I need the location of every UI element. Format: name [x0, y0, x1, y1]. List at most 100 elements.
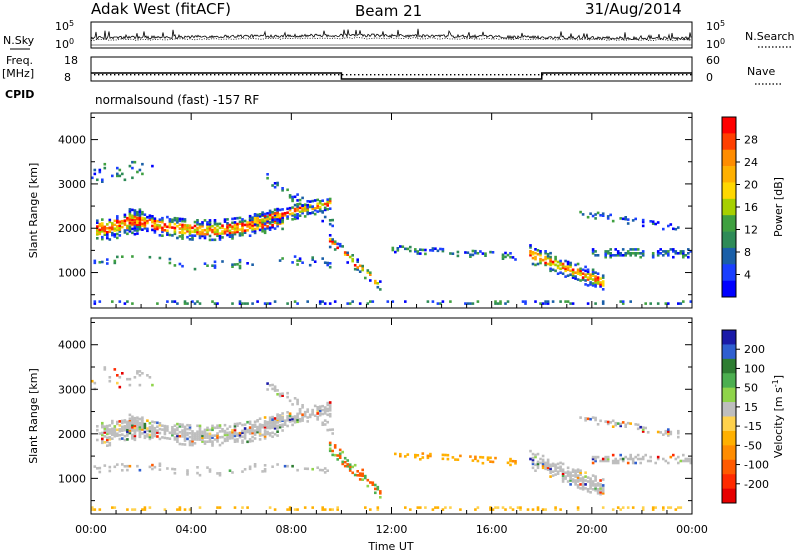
data-cell	[213, 226, 217, 230]
data-cell	[148, 427, 152, 431]
data-cell	[103, 425, 107, 428]
data-cell	[181, 425, 184, 428]
data-cell	[524, 302, 527, 305]
data-cell	[386, 300, 390, 303]
data-cell	[271, 387, 274, 391]
data-cell	[183, 443, 187, 446]
data-cell	[251, 226, 254, 229]
data-cell	[634, 461, 637, 465]
data-cell	[128, 212, 132, 215]
velocity-colorbar-tick-label: -100	[744, 459, 769, 472]
data-cell	[594, 477, 597, 480]
data-cell	[168, 222, 172, 225]
data-cell	[266, 430, 269, 434]
data-cell	[581, 480, 585, 483]
data-cell	[108, 376, 112, 379]
data-cell	[158, 427, 162, 431]
data-cell	[133, 430, 137, 433]
data-cell	[541, 466, 545, 470]
data-cell	[609, 248, 612, 251]
data-cell	[241, 439, 244, 442]
data-cell	[496, 302, 500, 305]
data-cell	[591, 474, 595, 477]
data-cell	[286, 464, 289, 468]
data-cell	[586, 490, 590, 493]
data-cell	[196, 430, 199, 433]
data-cell	[298, 198, 302, 202]
data-cell	[554, 473, 557, 476]
data-cell	[301, 404, 304, 407]
data-cell	[206, 230, 209, 234]
data-cell	[609, 255, 612, 259]
data-cell	[531, 462, 535, 466]
data-cell	[566, 300, 570, 303]
data-cell	[181, 435, 184, 438]
data-cell	[131, 425, 134, 429]
data-cell	[546, 458, 550, 462]
data-cell	[148, 218, 152, 221]
data-cell	[153, 223, 157, 226]
data-cell	[141, 210, 144, 214]
data-cell	[564, 477, 567, 480]
data-cell	[193, 230, 197, 234]
data-cell	[584, 275, 587, 278]
data-cell	[118, 428, 122, 431]
data-cell	[559, 271, 562, 274]
data-cell	[599, 419, 602, 423]
data-cell	[601, 478, 605, 481]
data-cell	[601, 490, 605, 493]
data-cell	[331, 449, 334, 453]
nave-dot	[198, 74, 200, 76]
data-cell	[672, 255, 675, 259]
data-cell	[171, 431, 174, 435]
data-cell	[546, 468, 550, 471]
data-cell	[276, 215, 279, 219]
data-cell	[186, 235, 189, 239]
data-cell	[241, 470, 244, 473]
data-cell	[616, 459, 620, 463]
data-cell	[136, 423, 139, 426]
date-title: 31/Aug/2014	[585, 0, 682, 18]
data-cell	[434, 247, 437, 250]
nave-dot	[434, 74, 436, 76]
data-cell	[183, 218, 187, 221]
data-cell	[106, 262, 109, 265]
data-cell	[399, 452, 402, 456]
data-cell	[98, 300, 102, 303]
data-cell	[221, 441, 224, 445]
data-cell	[256, 425, 259, 429]
data-cell	[494, 302, 497, 305]
data-cell	[511, 459, 515, 463]
data-cell	[581, 272, 585, 275]
data-cell	[672, 250, 675, 253]
data-cell	[133, 224, 137, 228]
data-cell	[273, 417, 277, 420]
data-cell	[276, 427, 279, 430]
data-cell	[263, 468, 267, 471]
data-cell	[193, 442, 197, 445]
data-cell	[506, 461, 510, 465]
data-cell	[151, 218, 154, 222]
data-cell	[261, 230, 264, 233]
data-cell	[469, 302, 472, 305]
data-cell	[369, 279, 372, 282]
data-cell	[226, 227, 229, 231]
data-cell	[226, 229, 229, 233]
data-cell	[198, 302, 202, 305]
data-cell	[253, 229, 257, 233]
data-cell	[231, 263, 234, 266]
data-cell	[374, 487, 377, 491]
data-cell	[171, 220, 174, 224]
time-x-axis: 00:00 04:00 08:00 12:00 16:00 20:00 00:00	[75, 113, 708, 536]
data-cell	[228, 235, 232, 238]
data-cell	[278, 208, 282, 212]
data-cell	[151, 467, 154, 471]
data-cell	[151, 463, 154, 467]
nave-dot	[142, 74, 144, 76]
data-cell	[544, 263, 547, 267]
data-cell	[614, 421, 617, 425]
data-cell	[591, 488, 595, 491]
data-cell	[211, 442, 214, 445]
data-cell	[333, 446, 337, 449]
data-cell	[113, 368, 117, 371]
